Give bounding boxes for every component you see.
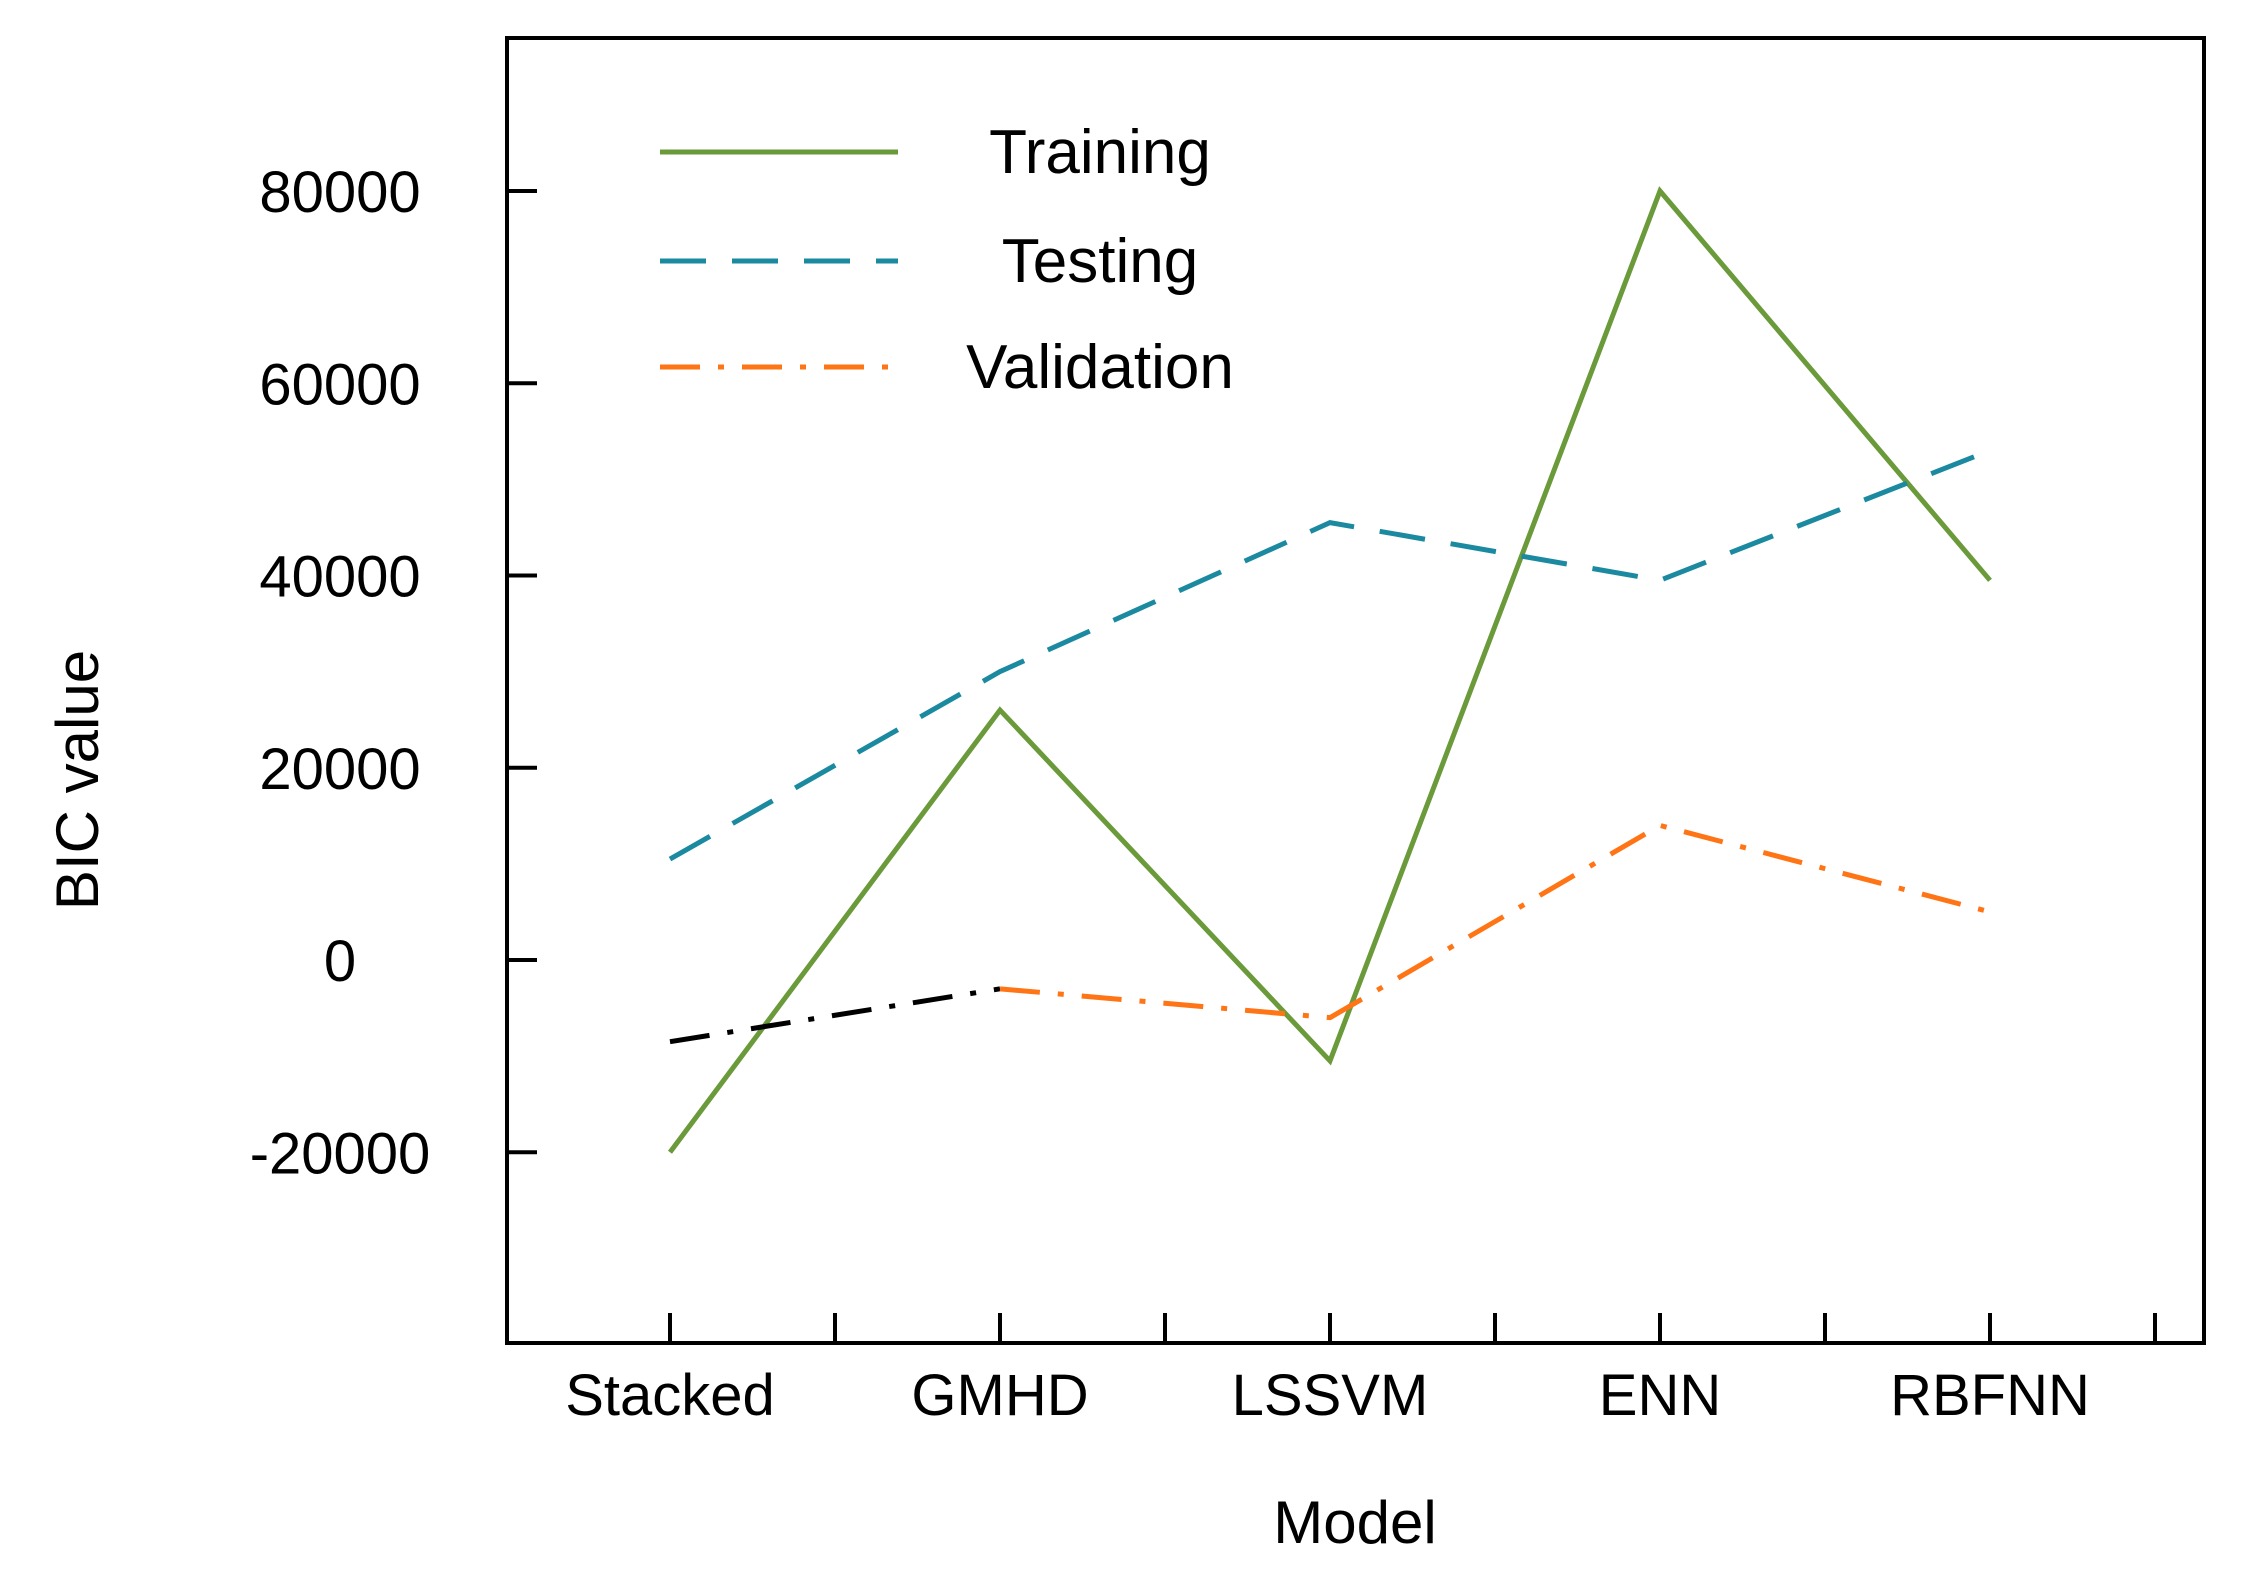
series-line-training [667,186,1992,1154]
legend: Training Testing Validation [660,118,1234,402]
x-tick-label-gmhd: GMHD [911,1363,1088,1428]
series-lines [667,186,1992,1154]
series-line-testing [668,448,1991,862]
y-axis-ticks: -20000 0 20000 40000 60000 80000 [250,160,537,1186]
y-axis-title: BIC value [44,650,111,910]
y-tick-label: -20000 [250,1121,431,1186]
x-tick-label-lssvm: LSSVM [1232,1363,1429,1428]
x-tick-label-enn: ENN [1599,1363,1721,1428]
y-tick-label: 0 [324,929,356,994]
x-axis-title: Model [1273,1489,1436,1556]
legend-label-testing: Testing [1002,227,1198,296]
x-axis-ticks: Stacked GMHD LSSVM ENN RBFNN [565,1313,2157,1428]
x-tick-label-rbfnn: RBFNN [1890,1363,2090,1428]
legend-label-validation: Validation [966,333,1234,402]
y-tick-label: 60000 [259,352,420,417]
series-line-validation [999,822,1991,1021]
legend-label-training: Training [989,118,1211,187]
y-tick-label: 20000 [259,737,420,802]
y-tick-label: 40000 [259,545,420,610]
plot-frame [505,36,2206,1345]
series-line-validation-first-segment [669,986,1001,1045]
x-tick-label-stacked: Stacked [565,1363,775,1428]
y-tick-label: 80000 [259,160,420,225]
